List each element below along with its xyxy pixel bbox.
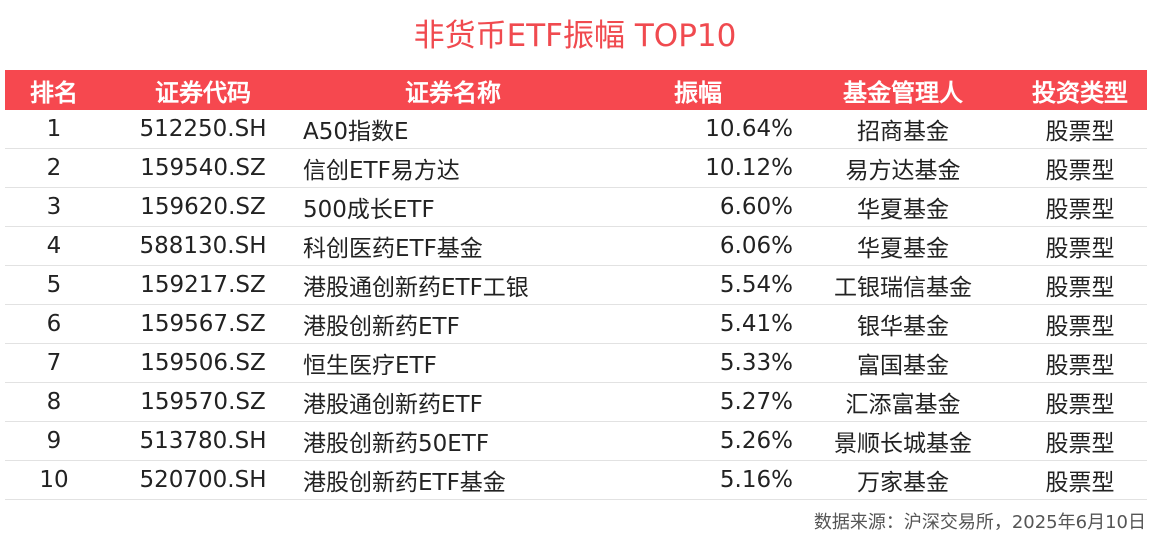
table-row: 7 159506.SZ 恒生医疗ETF 5.33% 富国基金 股票型 [5, 343, 1147, 383]
table-row: 6 159567.SZ 港股创新药ETF 5.41% 银华基金 股票型 [5, 304, 1147, 344]
cell-rank: 5 [5, 265, 103, 305]
column-header-amplitude: 振幅 [603, 70, 793, 110]
cell-investment-type: 股票型 [1013, 148, 1147, 188]
cell-amplitude: 6.06% [603, 226, 793, 266]
table-row: 8 159570.SZ 港股通创新药ETF 5.27% 汇添富基金 股票型 [5, 382, 1147, 422]
cell-rank: 2 [5, 148, 103, 188]
column-header-fund-manager: 基金管理人 [793, 70, 1013, 110]
cell-security-name: 信创ETF易方达 [303, 148, 603, 188]
cell-fund-manager: 招商基金 [793, 110, 1013, 149]
table-header: 排名 证券代码 证券名称 振幅 基金管理人 投资类型 [5, 70, 1147, 110]
cell-security-name: 科创医药ETF基金 [303, 226, 603, 266]
cell-fund-manager: 万家基金 [793, 460, 1013, 500]
table-body: 1 512250.SH A50指数E 10.64% 招商基金 股票型 2 159540.SZ 信… [5, 110, 1147, 500]
cell-fund-manager: 华夏基金 [793, 187, 1013, 227]
cell-investment-type: 股票型 [1013, 304, 1147, 344]
cell-investment-type: 股票型 [1013, 460, 1147, 500]
cell-amplitude: 6.60% [603, 187, 793, 227]
cell-security-code: 159567.SZ [103, 304, 303, 344]
cell-security-name: 港股创新药ETF [303, 304, 603, 344]
cell-security-name: 港股通创新药ETF [303, 382, 603, 422]
cell-security-code: 159506.SZ [103, 343, 303, 383]
cell-security-name: A50指数E [303, 110, 603, 149]
cell-fund-manager: 富国基金 [793, 343, 1013, 383]
data-source-note: 数据来源：沪深交易所，2025年6月10日 [813, 512, 1146, 533]
cell-rank: 8 [5, 382, 103, 422]
table-row: 10 520700.SH 港股创新药ETF基金 5.16% 万家基金 股票型 [5, 460, 1147, 500]
cell-security-code: 159217.SZ [103, 265, 303, 305]
cell-rank: 10 [5, 460, 103, 500]
cell-investment-type: 股票型 [1013, 110, 1147, 149]
cell-amplitude: 5.16% [603, 460, 793, 500]
cell-investment-type: 股票型 [1013, 421, 1147, 461]
cell-investment-type: 股票型 [1013, 343, 1147, 383]
cell-amplitude: 5.26% [603, 421, 793, 461]
cell-investment-type: 股票型 [1013, 265, 1147, 305]
cell-security-code: 159540.SZ [103, 148, 303, 188]
cell-security-name: 港股创新药50ETF [303, 421, 603, 461]
table-row: 3 159620.SZ 500成长ETF 6.60% 华夏基金 股票型 [5, 187, 1147, 227]
table-row: 2 159540.SZ 信创ETF易方达 10.12% 易方达基金 股票型 [5, 148, 1147, 188]
cell-fund-manager: 景顺长城基金 [793, 421, 1013, 461]
header-row: 排名 证券代码 证券名称 振幅 基金管理人 投资类型 [5, 70, 1147, 110]
cell-security-code: 159570.SZ [103, 382, 303, 422]
cell-investment-type: 股票型 [1013, 226, 1147, 266]
cell-fund-manager: 华夏基金 [793, 226, 1013, 266]
cell-fund-manager: 工银瑞信基金 [793, 265, 1013, 305]
cell-amplitude: 5.33% [603, 343, 793, 383]
cell-security-code: 512250.SH [103, 110, 303, 149]
cell-security-name: 港股通创新药ETF工银 [303, 265, 603, 305]
cell-amplitude: 5.27% [603, 382, 793, 422]
column-header-investment-type: 投资类型 [1013, 70, 1147, 110]
cell-rank: 6 [5, 304, 103, 344]
cell-amplitude: 5.54% [603, 265, 793, 305]
cell-security-code: 513780.SH [103, 421, 303, 461]
table-row: 4 588130.SH 科创医药ETF基金 6.06% 华夏基金 股票型 [5, 226, 1147, 266]
cell-rank: 9 [5, 421, 103, 461]
cell-rank: 3 [5, 187, 103, 227]
column-header-security-code: 证券代码 [103, 70, 303, 110]
table-row: 5 159217.SZ 港股通创新药ETF工银 5.54% 工银瑞信基金 股票型 [5, 265, 1147, 305]
chart-title: 非货币ETF振幅 TOP10 [413, 18, 737, 54]
cell-fund-manager: 银华基金 [793, 304, 1013, 344]
cell-security-code: 520700.SH [103, 460, 303, 500]
cell-rank: 1 [5, 110, 103, 149]
cell-fund-manager: 易方达基金 [793, 148, 1013, 188]
cell-amplitude: 10.64% [603, 110, 793, 149]
cell-security-name: 港股创新药ETF基金 [303, 460, 603, 500]
cell-amplitude: 10.12% [603, 148, 793, 188]
cell-investment-type: 股票型 [1013, 187, 1147, 227]
amplitude-table: 排名 证券代码 证券名称 振幅 基金管理人 投资类型 1 512250.SH A50指数E 10… [5, 70, 1147, 500]
column-header-rank: 排名 [5, 70, 103, 110]
table-row: 1 512250.SH A50指数E 10.64% 招商基金 股票型 [5, 110, 1147, 149]
cell-fund-manager: 汇添富基金 [793, 382, 1013, 422]
column-header-security-name: 证券名称 [303, 70, 603, 110]
cell-security-name: 恒生医疗ETF [303, 343, 603, 383]
cell-amplitude: 5.41% [603, 304, 793, 344]
cell-rank: 4 [5, 226, 103, 266]
cell-investment-type: 股票型 [1013, 382, 1147, 422]
cell-security-name: 500成长ETF [303, 187, 603, 227]
cell-security-code: 588130.SH [103, 226, 303, 266]
cell-rank: 7 [5, 343, 103, 383]
cell-security-code: 159620.SZ [103, 187, 303, 227]
table-row: 9 513780.SH 港股创新药50ETF 5.26% 景顺长城基金 股票型 [5, 421, 1147, 461]
